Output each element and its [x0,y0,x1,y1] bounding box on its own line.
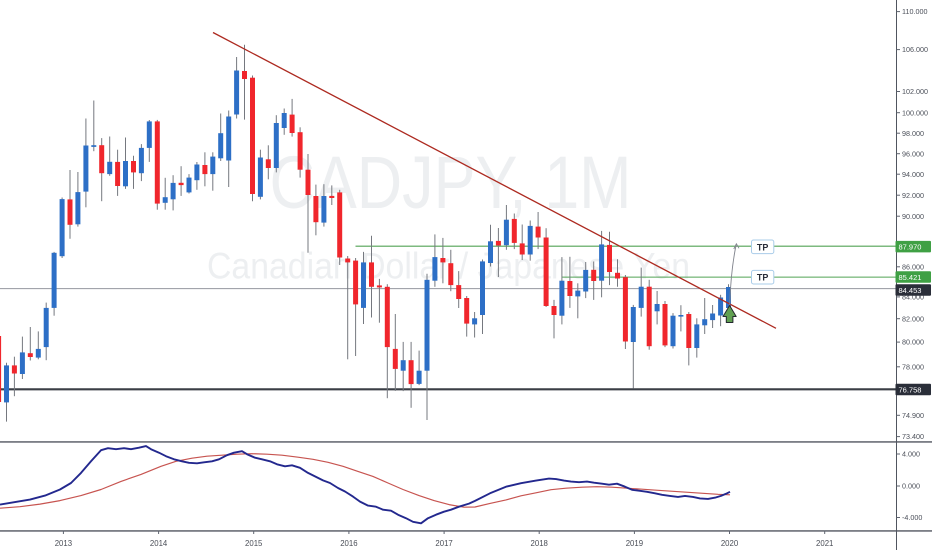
svg-text:2020: 2020 [721,539,739,548]
svg-text:102.000: 102.000 [902,87,928,96]
svg-text:-4.000: -4.000 [902,513,922,522]
svg-text:2014: 2014 [150,539,168,548]
svg-text:4.000: 4.000 [902,450,920,459]
svg-text:76.758: 76.758 [899,386,922,395]
svg-text:84.000: 84.000 [902,293,924,302]
svg-text:86.000: 86.000 [902,262,924,271]
svg-text:2018: 2018 [531,539,548,548]
svg-text:2016: 2016 [340,539,357,548]
svg-text:82.000: 82.000 [902,314,924,323]
svg-text:100.000: 100.000 [902,108,928,117]
svg-text:74.900: 74.900 [902,411,924,420]
svg-text:2017: 2017 [435,539,452,548]
svg-text:87.970: 87.970 [899,243,922,252]
svg-text:2019: 2019 [626,539,643,548]
svg-text:2015: 2015 [245,539,263,548]
svg-text:CADJPY, 1M: CADJPY, 1M [270,141,632,224]
svg-text:TP: TP [757,273,769,283]
svg-text:78.000: 78.000 [902,362,924,371]
svg-text:92.000: 92.000 [902,191,924,200]
svg-text:94.000: 94.000 [902,170,924,179]
svg-text:90.000: 90.000 [902,212,924,221]
svg-text:TP: TP [757,242,769,252]
svg-text:85.421: 85.421 [899,273,922,282]
svg-text:106.000: 106.000 [902,45,928,54]
svg-text:110.000: 110.000 [902,7,927,16]
svg-text:2013: 2013 [55,539,72,548]
svg-text:2021: 2021 [816,539,833,548]
svg-text:80.000: 80.000 [902,338,924,347]
svg-text:0.000: 0.000 [902,482,920,491]
svg-text:73.400: 73.400 [902,432,924,441]
svg-text:84.453: 84.453 [899,286,922,295]
svg-text:98.000: 98.000 [902,129,924,138]
svg-text:96.000: 96.000 [902,149,924,158]
